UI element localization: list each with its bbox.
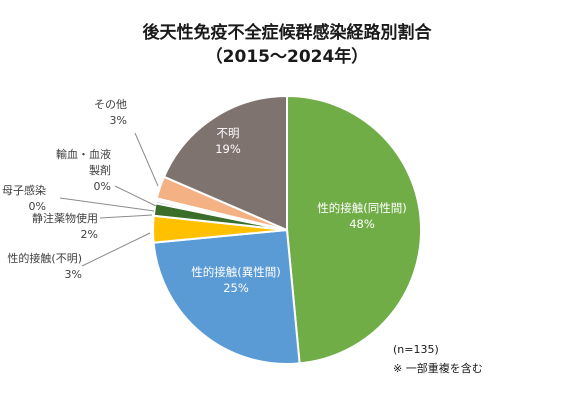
leader-lines bbox=[59, 132, 159, 267]
pie-slices bbox=[151, 94, 423, 365]
slice-name-label-5: 母子感染 bbox=[2, 183, 46, 197]
leader-line-7 bbox=[134, 132, 159, 187]
pie-slice-1 bbox=[286, 94, 423, 365]
leader-line-6 bbox=[114, 185, 157, 207]
slice-labels: 性的接触(同性間) 48% 性的接触(異性間) 25% 性的接触(不明) 3% 静注薬物使用… bbox=[2, 98, 407, 295]
chart-title: 後天性免疫不全症候群感染経路別割合 bbox=[143, 22, 433, 43]
slice-pct-label-3: 3% bbox=[65, 268, 82, 281]
slice-name-label-7: その他 bbox=[94, 98, 127, 111]
leader-line-4 bbox=[99, 214, 153, 219]
pie-slice-2 bbox=[152, 228, 301, 365]
slice-name-label-6: 製剤 bbox=[89, 163, 111, 177]
slice-pct-label-4: 2% bbox=[81, 228, 98, 241]
slice-name-label-2: 性的接触(異性間) bbox=[191, 265, 280, 279]
sample-size-note: (n=135) bbox=[393, 343, 439, 356]
slice-name-label-4: 静注薬物使用 bbox=[32, 211, 98, 225]
slice-name-label-8: 不明 bbox=[217, 126, 240, 140]
slice-name-label-3: 性的接触(不明) bbox=[7, 251, 82, 265]
slice-name-label-6: 輸血・血液 bbox=[56, 147, 111, 161]
slice-pct-label-2: 25% bbox=[223, 281, 249, 295]
slice-pct-label-1: 48% bbox=[349, 217, 375, 231]
slice-name-label-1: 性的接触(同性間) bbox=[317, 201, 406, 215]
duplicate-note: ※ 一部重複を含む bbox=[393, 361, 483, 375]
leader-line-5 bbox=[59, 197, 155, 212]
pie-slice-8 bbox=[162, 94, 288, 232]
leader-line-3 bbox=[81, 232, 151, 267]
slice-pct-label-5: 0% bbox=[29, 200, 46, 213]
slice-pct-label-7: 3% bbox=[110, 114, 127, 127]
slice-pct-label-8: 19% bbox=[215, 142, 241, 156]
chart-subtitle: （2015～2024年） bbox=[206, 46, 369, 67]
slice-pct-label-6: 0% bbox=[94, 180, 111, 193]
